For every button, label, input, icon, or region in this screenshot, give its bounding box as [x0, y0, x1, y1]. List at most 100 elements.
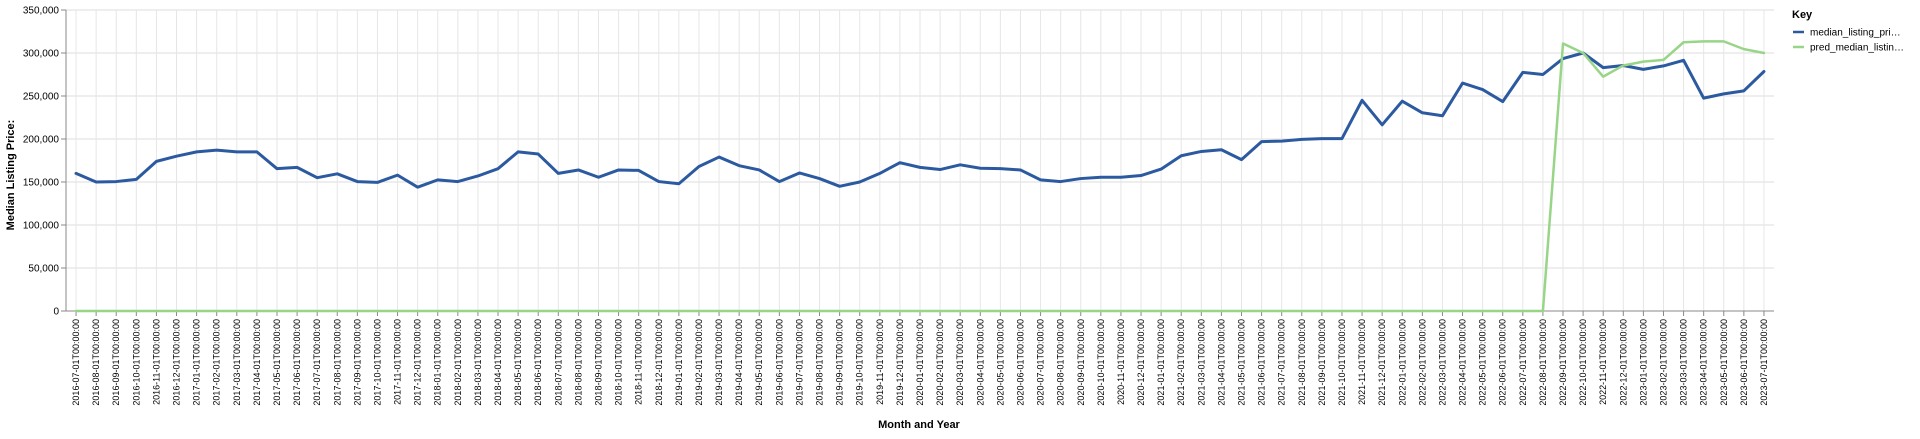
x-tick-label: 2019-03-01T00:00:00 [714, 319, 724, 406]
x-tick-label: 2018-08-01T00:00:00 [573, 319, 583, 406]
x-tick-label: 2019-08-01T00:00:00 [815, 319, 825, 406]
x-tick-label: 2017-12-01T00:00:00 [413, 319, 423, 406]
x-tick-label: 2020-05-01T00:00:00 [995, 319, 1005, 406]
x-tick-label: 2021-05-01T00:00:00 [1237, 319, 1247, 406]
x-tick-label: 2022-06-01T00:00:00 [1498, 319, 1508, 406]
x-tick-label: 2017-06-01T00:00:00 [292, 319, 302, 406]
x-tick-label: 2022-04-01T00:00:00 [1458, 319, 1468, 406]
y-axis-title: Median Listing Price: [5, 120, 17, 231]
x-tick-label: 2018-02-01T00:00:00 [453, 319, 463, 406]
x-tick-label: 2019-05-01T00:00:00 [754, 319, 764, 406]
series-line-1 [74, 51, 1766, 189]
x-tick-label: 2021-12-01T00:00:00 [1377, 319, 1387, 406]
x-tick-label: 2020-11-01T00:00:00 [1116, 319, 1126, 405]
grid [66, 9, 1774, 312]
y-tick-label: 150,000 [23, 178, 60, 189]
x-tick-label: 2019-10-01T00:00:00 [855, 319, 865, 406]
x-tick-label: 2016-10-01T00:00:00 [131, 319, 141, 406]
x-tick-label: 2021-07-01T00:00:00 [1277, 319, 1287, 406]
x-tick-label: 2017-07-01T00:00:00 [312, 319, 322, 406]
x-tick-label: 2022-09-01T00:00:00 [1558, 319, 1568, 406]
x-tick-label: 2019-07-01T00:00:00 [794, 319, 804, 406]
x-tick-label: 2020-01-01T00:00:00 [915, 319, 925, 406]
x-tick-label: 2020-03-01T00:00:00 [955, 319, 965, 406]
x-tick-label: 2021-02-01T00:00:00 [1176, 319, 1186, 406]
x-tick-label: 2020-10-01T00:00:00 [1096, 319, 1106, 406]
x-tick-label: 2017-01-01T00:00:00 [192, 319, 202, 406]
x-tick-label: 2021-11-01T00:00:00 [1357, 319, 1367, 405]
x-tick-label: 2017-04-01T00:00:00 [252, 319, 262, 406]
x-tick-label: 2023-02-01T00:00:00 [1658, 319, 1668, 406]
x-tick-label: 2017-09-01T00:00:00 [352, 319, 362, 406]
x-tick-label: 2017-10-01T00:00:00 [372, 319, 382, 406]
x-tick-label: 2018-03-01T00:00:00 [473, 319, 483, 406]
series [74, 40, 1766, 313]
x-tick-label: 2019-04-01T00:00:00 [734, 319, 744, 406]
x-tick-label: 2018-07-01T00:00:00 [553, 319, 563, 406]
x-tick-label: 2021-08-01T00:00:00 [1297, 319, 1307, 406]
x-tick-label: 2022-08-01T00:00:00 [1538, 319, 1548, 406]
x-tick-label: 2022-03-01T00:00:00 [1437, 319, 1447, 406]
x-tick-label: 2016-12-01T00:00:00 [172, 319, 182, 406]
x-tick-label: 2018-06-01T00:00:00 [533, 319, 543, 406]
x-tick-label: 2020-07-01T00:00:00 [1036, 319, 1046, 406]
x-tick-label: 2019-06-01T00:00:00 [774, 319, 784, 406]
x-tick-label: 2016-11-01T00:00:00 [151, 319, 161, 405]
y-tick-label: 200,000 [23, 135, 60, 146]
legend-items: median_listing_pri… pred_median_listin… [1793, 28, 1904, 54]
x-tick-label: 2021-09-01T00:00:00 [1317, 319, 1327, 406]
x-tick-label: 2021-10-01T00:00:00 [1337, 319, 1347, 406]
x-tick-label: 2017-11-01T00:00:00 [393, 319, 403, 405]
legend-label: pred_median_listin… [1810, 43, 1904, 54]
x-tick-label: 2021-06-01T00:00:00 [1257, 319, 1267, 406]
x-tick-label: 2022-01-01T00:00:00 [1397, 319, 1407, 406]
x-tick-label: 2018-11-01T00:00:00 [634, 319, 644, 405]
y-tick-label: 350,000 [23, 6, 60, 17]
x-tick-label: 2019-01-01T00:00:00 [674, 319, 684, 406]
x-tick-label: 2018-01-01T00:00:00 [433, 319, 443, 406]
x-tick-label: 2017-03-01T00:00:00 [232, 319, 242, 406]
x-tick-label: 2022-07-01T00:00:00 [1518, 319, 1528, 406]
x-tick-label: 2022-05-01T00:00:00 [1478, 319, 1488, 406]
legend-label: median_listing_pri… [1810, 28, 1901, 39]
x-tick-label: 2020-08-01T00:00:00 [1056, 319, 1066, 406]
x-tick-label: 2018-05-01T00:00:00 [513, 319, 523, 406]
x-tick-label: 2020-02-01T00:00:00 [935, 319, 945, 406]
y-tick-label: 100,000 [23, 221, 60, 232]
x-tick-label: 2019-12-01T00:00:00 [895, 319, 905, 406]
x-tick-label: 2022-02-01T00:00:00 [1417, 319, 1427, 406]
x-tick-label: 2023-07-01T00:00:00 [1759, 319, 1769, 406]
x-tick-label: 2019-02-01T00:00:00 [694, 319, 704, 406]
y-tick-label: 0 [53, 307, 59, 318]
x-tick-label: 2019-11-01T00:00:00 [875, 319, 885, 405]
x-tick-label: 2016-07-01T00:00:00 [71, 319, 81, 406]
x-tick-label: 2023-04-01T00:00:00 [1699, 319, 1709, 406]
x-tick-label: 2017-08-01T00:00:00 [332, 319, 342, 406]
x-tick-label: 2017-05-01T00:00:00 [272, 319, 282, 406]
x-tick-label: 2023-06-01T00:00:00 [1739, 319, 1749, 406]
x-tick-label: 2023-03-01T00:00:00 [1679, 319, 1689, 406]
x-tick-label: 2020-09-01T00:00:00 [1076, 319, 1086, 406]
x-tick-label: 2020-04-01T00:00:00 [975, 319, 985, 406]
axes: 0 50,000 100,000 150,000 200,000 250,000 300,0… [23, 6, 1774, 406]
x-tick-label: 2021-01-01T00:00:00 [1156, 319, 1166, 406]
y-tick-label: 50,000 [28, 264, 59, 275]
legend: Key median_listing_pri… pred_median_listi… [1792, 9, 1904, 54]
x-tick-label: 2021-03-01T00:00:00 [1196, 319, 1206, 406]
y-tick-label: 250,000 [23, 92, 60, 103]
x-tick-label: 2023-05-01T00:00:00 [1719, 319, 1729, 406]
legend-title: Key [1792, 9, 1813, 21]
x-tick-label: 2021-04-01T00:00:00 [1216, 319, 1226, 406]
x-tick-label: 2016-08-01T00:00:00 [91, 319, 101, 406]
x-tick-label: 2019-09-01T00:00:00 [835, 319, 845, 406]
x-tick-label: 2018-09-01T00:00:00 [593, 319, 603, 406]
y-tick-label: 300,000 [23, 49, 60, 60]
series-line-2 [74, 40, 1766, 313]
x-tick-label: 2023-01-01T00:00:00 [1638, 319, 1648, 406]
x-tick-label: 2020-12-01T00:00:00 [1136, 319, 1146, 406]
x-tick-label: 2020-06-01T00:00:00 [1015, 319, 1025, 406]
x-tick-label: 2022-10-01T00:00:00 [1578, 319, 1588, 406]
x-tick-label: 2022-11-01T00:00:00 [1598, 319, 1608, 405]
